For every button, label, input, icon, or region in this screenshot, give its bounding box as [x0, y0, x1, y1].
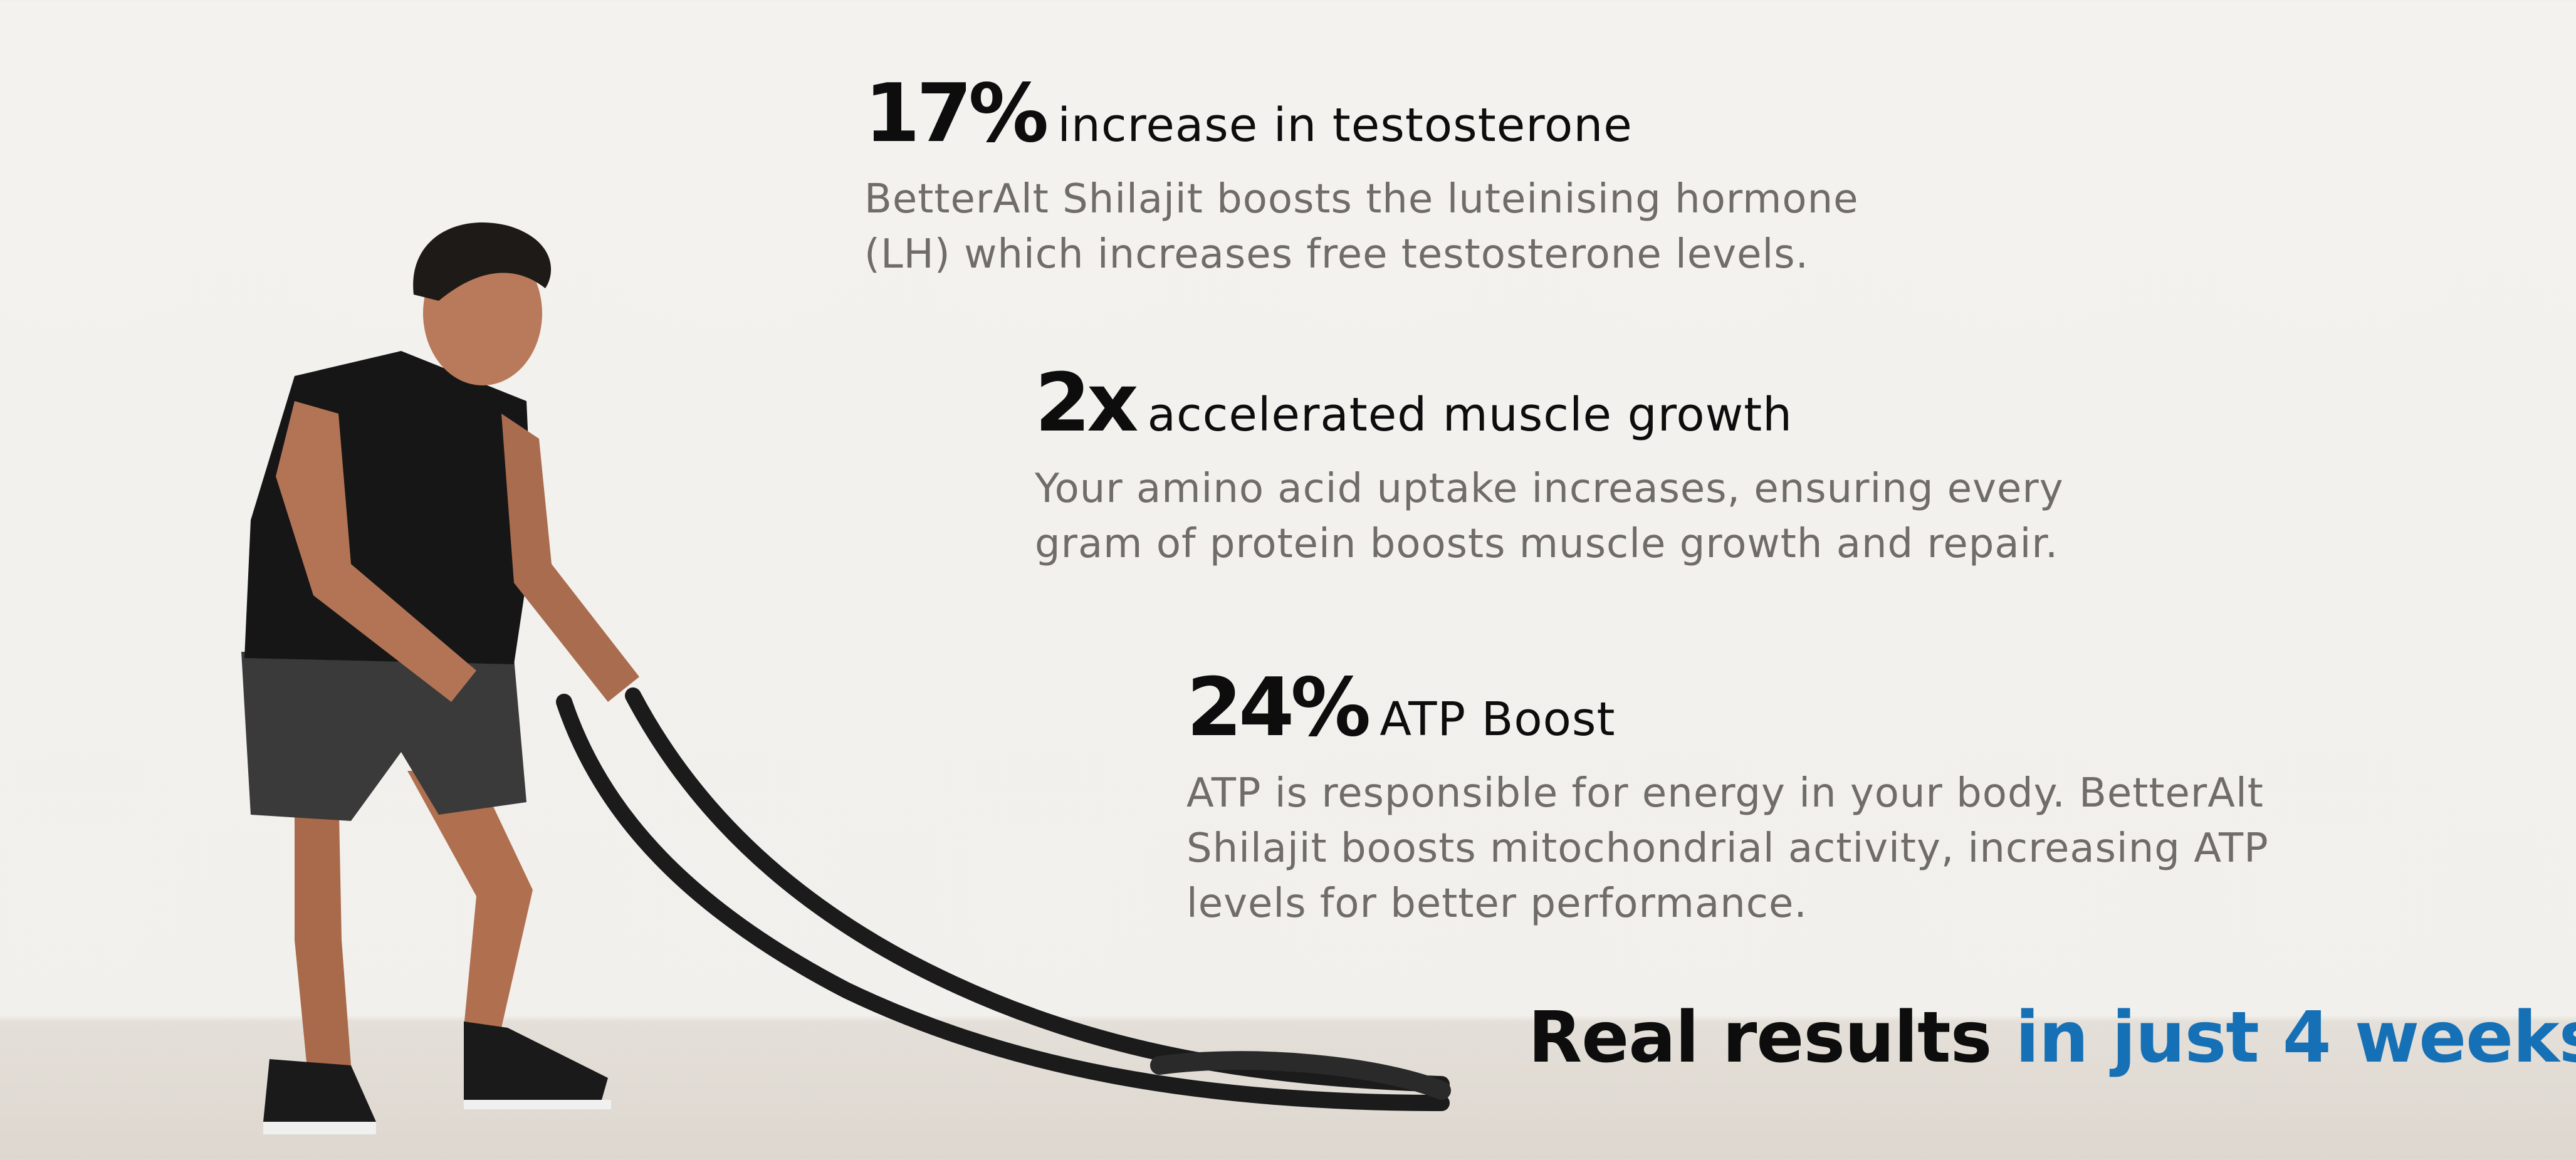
- description-line: levels for better performance.: [1186, 880, 1808, 927]
- stat-description: ATP is responsible for energy in your bo…: [1186, 766, 2269, 931]
- stat-heading: 24% ATP Boost: [1186, 668, 2269, 748]
- description-line: BetterAlt Shilajit boosts the luteinisin…: [864, 176, 1859, 222]
- stat-muscle-growth: 2x accelerated muscle growth Your amino a…: [1035, 363, 2064, 572]
- battle-rope-right: [625, 687, 1450, 1092]
- description-line: (LH) which increases free testosterone l…: [864, 231, 1809, 278]
- stat-heading: 2x accelerated muscle growth: [1035, 363, 2064, 444]
- shoe-left: [263, 1059, 376, 1122]
- tagline-main: Real results: [1528, 997, 1992, 1079]
- shoe-right: [464, 1022, 608, 1100]
- stat-value: 24%: [1186, 661, 1371, 755]
- tagline-accent: in just 4 weeks: [2015, 997, 2576, 1079]
- description-line: gram of protein boosts muscle growth and…: [1035, 521, 2059, 567]
- tagline: Real results in just 4 weeks: [1528, 1003, 2576, 1073]
- stat-description: BetterAlt Shilajit boosts the luteinisin…: [864, 172, 1859, 282]
- athlete-with-battle-ropes-image: [241, 222, 1451, 1134]
- battle-rope-left: [556, 694, 1450, 1111]
- stat-value: 17%: [864, 67, 1049, 160]
- stat-heading: 17% increase in testosterone: [864, 74, 1859, 154]
- description-line: ATP is responsible for energy in your bo…: [1186, 770, 2264, 817]
- stat-label: ATP Boost: [1380, 692, 1616, 746]
- stat-description: Your amino acid uptake increases, ensuri…: [1035, 461, 2064, 572]
- stat-label: accelerated muscle growth: [1147, 388, 1793, 442]
- description-line: Your amino acid uptake increases, ensuri…: [1035, 466, 2064, 512]
- stat-label: increase in testosterone: [1057, 98, 1633, 152]
- stat-value: 2x: [1035, 357, 1139, 450]
- stat-testosterone: 17% increase in testosterone BetterAlt Sh…: [864, 74, 1859, 282]
- description-line: Shilajit boosts mitochondrial activity, …: [1186, 825, 2269, 872]
- stat-atp-boost: 24% ATP Boost ATP is responsible for ener…: [1186, 668, 2269, 931]
